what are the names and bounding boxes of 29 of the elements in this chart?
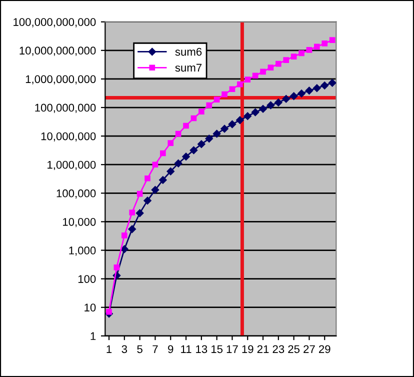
x-tick-label: 29 xyxy=(319,345,330,354)
y-tick-label: 100 xyxy=(78,275,96,283)
legend-label: sum6 xyxy=(175,48,202,56)
y-tick-label: 10,000,000 xyxy=(41,132,96,142)
y-tick-label: 1 xyxy=(90,332,96,340)
x-tick-label: 17 xyxy=(226,345,238,353)
x-tick-label: 3 xyxy=(122,345,128,354)
x-tick-label: 9 xyxy=(168,345,174,354)
y-tick-label: 10,000,000,000 xyxy=(20,46,96,56)
y-tick-label: 100,000 xyxy=(56,189,96,199)
y-tick-label: 100,000,000,000 xyxy=(14,18,96,28)
x-tick-label: 19 xyxy=(242,345,254,354)
y-tick-label: 10 xyxy=(84,304,96,312)
x-tick-label: 7 xyxy=(152,345,158,353)
y-tick-label: 10,000 xyxy=(62,218,96,228)
y-tick-label: 100,000,000 xyxy=(35,104,96,113)
x-tick-label: 1 xyxy=(106,345,112,353)
x-tick-label: 23 xyxy=(272,345,284,354)
y-tick-label: 1,000,000 xyxy=(48,160,96,170)
x-tick-label: 5 xyxy=(137,345,142,354)
y-tick-label: 1,000,000,000 xyxy=(26,75,96,84)
x-tick-label: 25 xyxy=(288,345,300,354)
legend-label: sum7 xyxy=(175,64,202,72)
x-tick-label: 15 xyxy=(211,345,223,354)
x-tick-label: 13 xyxy=(196,345,208,354)
x-tick-label: 21 xyxy=(257,345,269,353)
x-tick-label: 11 xyxy=(181,345,192,353)
x-tick-label: 27 xyxy=(304,345,315,353)
y-tick-label: 1,000 xyxy=(69,246,96,256)
